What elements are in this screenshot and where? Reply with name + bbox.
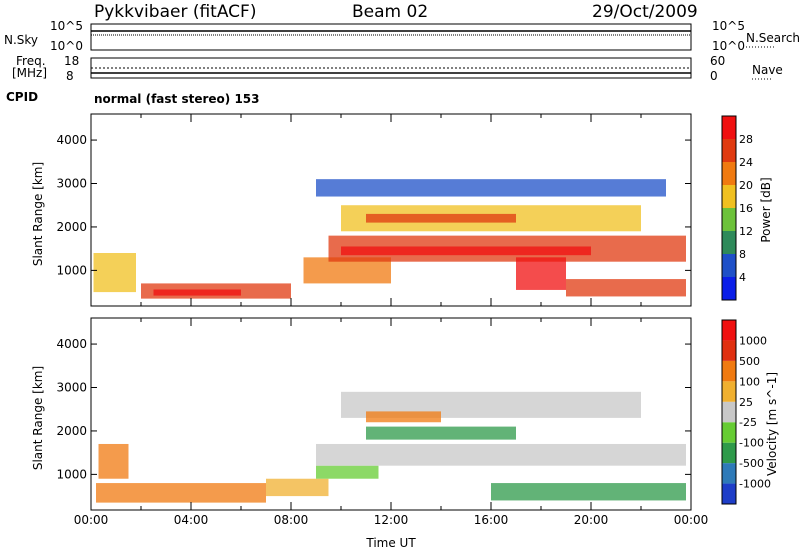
time-xtick-label: 20:00	[574, 513, 609, 527]
nsearch-label: N.Search	[746, 31, 800, 45]
power-colorbar-label: Power [dB]	[759, 177, 773, 243]
power-colorbar-tick: 12	[739, 225, 753, 238]
velocity-colorbar-tick: -25	[739, 416, 757, 429]
power-colorbar-segment	[722, 116, 736, 139]
nsky-label: N.Sky	[4, 33, 39, 47]
freq-unit-label: [MHz]	[12, 66, 48, 80]
velocity-colorbar-tick: 25	[739, 396, 753, 409]
cpid-label: CPID	[6, 90, 39, 104]
power-ylabel: Slant Range [km]	[31, 161, 45, 267]
power-colorbar-segment	[722, 185, 736, 208]
power-colorbar-segment	[722, 254, 736, 277]
power-echo-band	[303, 257, 391, 284]
power-ytick-label: 1000	[56, 263, 87, 277]
velocity-colorbar-tick: 100	[739, 375, 760, 388]
radar-title: Pykkvibaer (fitACF)	[94, 2, 257, 22]
velocity-colorbar-tick: -1000	[739, 478, 771, 491]
time-xtick-label: 16:00	[474, 513, 509, 527]
power-colorbar-tick: 8	[739, 248, 746, 261]
freq-tick-bottom: 8	[66, 69, 74, 83]
power-ytick-label: 2000	[56, 220, 87, 234]
velocity-colorbar-segment	[722, 463, 736, 484]
power-echo-band	[93, 253, 136, 293]
time-xtick-label: 08:00	[274, 513, 309, 527]
power-colorbar-tick: 4	[739, 271, 746, 284]
power-colorbar-frame	[721, 115, 737, 301]
velocity-colorbar-tick: -100	[739, 437, 764, 450]
velocity-echo-band	[366, 411, 441, 423]
power-echo-band	[341, 246, 591, 256]
nsky-panel-frame	[90, 23, 692, 51]
velocity-colorbar-segment	[722, 360, 736, 382]
nsky-tick-top: 10^5	[50, 19, 83, 33]
nave-tick-top: 60	[710, 54, 726, 68]
power-echo-band	[366, 213, 516, 223]
velocity-echo-band	[96, 483, 266, 503]
power-colorbar-segment	[722, 231, 736, 254]
velocity-colorbar-label: Velocity [m s^-1]	[765, 371, 779, 477]
freq-label: Freq.	[16, 54, 46, 68]
date-label: 29/Oct/2009	[592, 2, 698, 22]
velocity-colorbar-tick: 500	[739, 355, 760, 368]
power-colorbar-tick: 16	[739, 202, 753, 215]
nsearch-tick-bottom: 10^0	[712, 39, 745, 53]
power-echo-band	[516, 257, 566, 290]
time-xtick-label: 12:00	[374, 513, 409, 527]
power-colorbar-tick: 24	[739, 156, 753, 169]
time-xtick-label: 00:00	[74, 513, 109, 527]
velocity-echo-band	[316, 465, 379, 479]
power-colorbar-tick: 20	[739, 179, 753, 192]
velocity-colorbar-segment	[722, 381, 736, 402]
power-ytick-label: 4000	[56, 133, 87, 147]
velocity-colorbar-segment	[722, 320, 736, 341]
velocity-echo-band	[366, 426, 516, 440]
velocity-echo-band	[316, 443, 686, 466]
time-xtick-label: 04:00	[174, 513, 209, 527]
velocity-echo-band	[266, 478, 329, 497]
power-colorbar-segment	[722, 208, 736, 231]
power-colorbar-segment	[722, 139, 736, 162]
power-echo-band	[153, 289, 241, 296]
beam-label: Beam 02	[352, 2, 429, 22]
velocity-ytick-label: 2000	[56, 424, 87, 438]
velocity-colorbar-segment	[722, 483, 736, 504]
axis-ticks: 1000 2000 3000 4000 1000 2000 3000 4000 00:00 04:…	[56, 114, 708, 527]
power-colorbar-segment	[722, 277, 736, 300]
velocity-echo-band	[98, 443, 129, 479]
nsearch-tick-top: 10^5	[712, 19, 745, 33]
velocity-echo-band	[491, 483, 686, 501]
velocity-colorbar-tick: 1000	[739, 334, 767, 347]
velocity-ytick-label: 1000	[56, 467, 87, 481]
cpid-mode: normal (fast stereo) 153	[94, 92, 260, 106]
velocity-colorbar-segment	[722, 442, 736, 464]
data-bands	[93, 179, 686, 503]
power-echo-band	[316, 179, 666, 197]
velocity-colorbar-segment	[722, 401, 736, 423]
colorbars: 4 8 12 16 20 24 28 1000 500 100 25 -25 -100 -500 -1000	[721, 115, 771, 505]
freq-tick-top: 18	[64, 54, 80, 68]
nave-tick-bottom: 0	[710, 69, 718, 83]
velocity-colorbar-segment	[722, 422, 736, 443]
nsky-tick-bottom: 10^0	[50, 39, 83, 53]
time-xtick-label: 00:00	[674, 513, 709, 527]
power-colorbar-tick: 28	[739, 133, 753, 146]
power-colorbar-segment	[722, 162, 736, 185]
power-ytick-label: 3000	[56, 177, 87, 191]
time-xlabel: Time UT	[366, 536, 416, 550]
velocity-ytick-label: 3000	[56, 381, 87, 395]
power-echo-band	[566, 279, 686, 297]
velocity-colorbar-tick: -500	[739, 457, 764, 470]
velocity-ytick-label: 4000	[56, 337, 87, 351]
velocity-colorbar-frame	[721, 319, 737, 505]
nave-label: Nave	[752, 63, 783, 77]
velocity-ylabel: Slant Range [km]	[31, 365, 45, 471]
velocity-colorbar-segment	[722, 340, 736, 361]
